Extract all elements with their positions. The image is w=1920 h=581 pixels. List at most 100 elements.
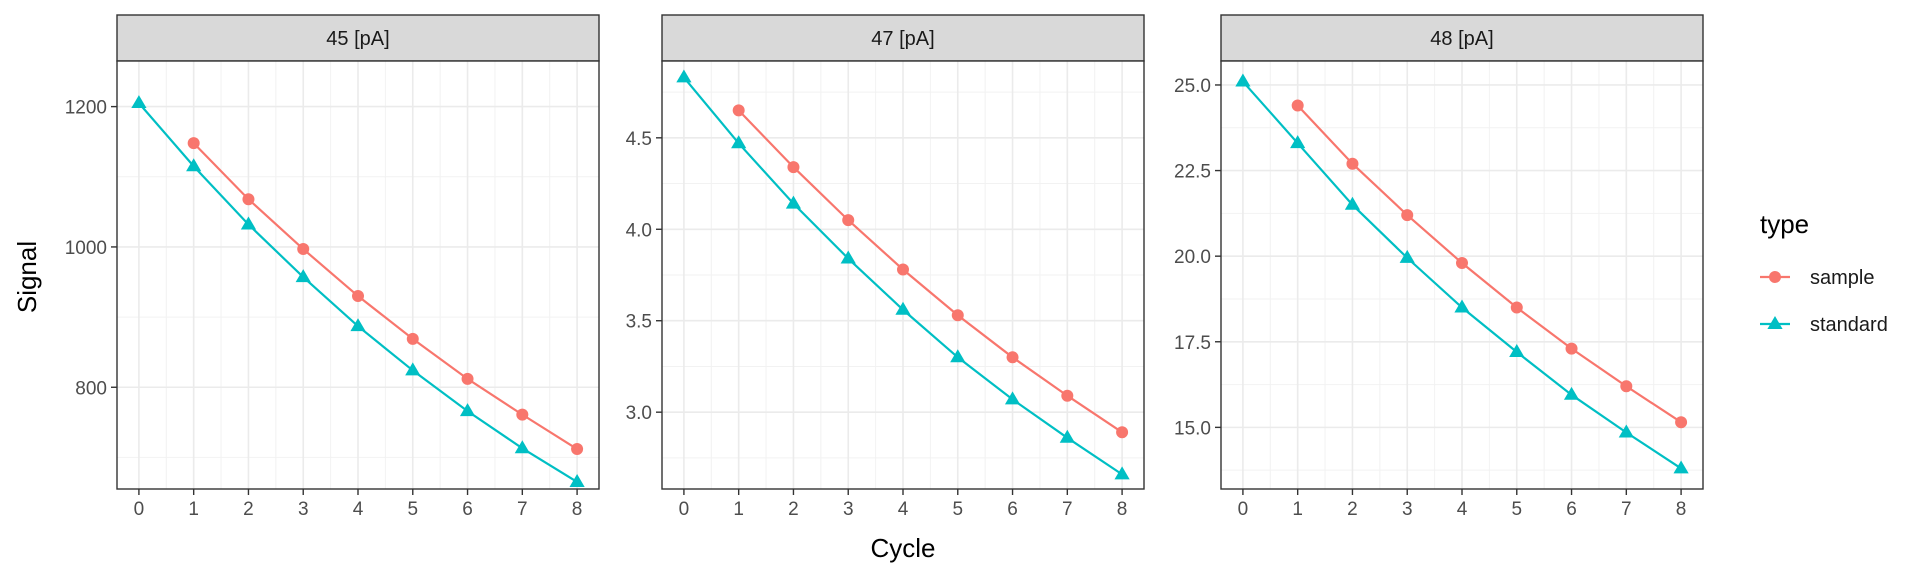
data-point-sample — [1061, 389, 1074, 402]
y-tick-label: 800 — [75, 378, 107, 399]
series-sample — [732, 104, 1129, 439]
data-point-standard — [1399, 249, 1415, 263]
x-tick-label: 2 — [1347, 499, 1358, 520]
legend-label: standard — [1810, 314, 1888, 336]
data-point-standard — [676, 69, 692, 83]
y-tick-label: 25.0 — [1174, 76, 1211, 97]
x-tick-label: 1 — [1292, 499, 1303, 520]
y-axis: 15.0 17.5 20.0 22.5 25.0 — [1174, 76, 1221, 439]
data-point-sample — [842, 214, 855, 227]
y-tick-label: 17.5 — [1174, 333, 1211, 354]
y-tick-label: 1200 — [65, 98, 107, 119]
x-tick-label: 1 — [188, 499, 199, 520]
data-point-standard — [840, 250, 856, 264]
facet-strip-label: 45 [pA] — [326, 28, 389, 50]
facet-strip — [661, 14, 1145, 62]
legend-entries: sample standard — [1760, 267, 1888, 336]
x-tick-label: 6 — [1007, 499, 1018, 520]
y-tick-label: 1000 — [65, 238, 107, 259]
x-tick-label: 3 — [298, 499, 309, 520]
series-sample — [1291, 99, 1688, 429]
data-point-standard — [131, 95, 147, 109]
data-point-standard — [1290, 135, 1306, 149]
y-tick-label: 22.5 — [1174, 162, 1211, 183]
x-tick-label: 4 — [1457, 499, 1468, 520]
panel-45-pa: 45 [pA] 0 1 2 3 4 5 6 7 8 800 1000 1200 — [65, 14, 600, 520]
series-line-sample — [192, 142, 578, 450]
series-line-sample — [737, 109, 1123, 434]
data-point-sample — [1291, 99, 1304, 112]
legend: type sample standard — [1760, 209, 1888, 336]
legend-key-marker — [1767, 316, 1783, 329]
data-point-standard — [1618, 424, 1634, 438]
data-point-sample — [1675, 416, 1688, 429]
data-point-sample — [732, 104, 745, 117]
legend-entry-sample: sample — [1760, 267, 1874, 289]
x-tick-label: 3 — [1402, 499, 1413, 520]
legend-title: type — [1760, 209, 1809, 239]
data-point-standard — [950, 349, 966, 363]
series-sample — [187, 137, 584, 456]
legend-entry-standard: standard — [1760, 314, 1888, 336]
data-point-sample — [1116, 426, 1129, 439]
data-point-standard — [569, 473, 585, 487]
gridlines — [662, 61, 1144, 489]
data-point-sample — [951, 309, 964, 322]
data-point-sample — [461, 372, 474, 385]
data-point-standard — [186, 158, 202, 172]
x-tick-label: 6 — [1566, 499, 1577, 520]
data-point-sample — [1565, 342, 1578, 355]
data-point-standard — [1673, 460, 1689, 474]
y-tick-label: 15.0 — [1174, 418, 1211, 439]
data-point-sample — [352, 290, 364, 303]
data-point-standard — [240, 216, 257, 230]
data-point-sample — [1401, 209, 1414, 222]
y-axis: 800 1000 1200 — [65, 98, 117, 399]
y-tick-label: 3.0 — [626, 403, 652, 424]
data-point-standard — [1509, 344, 1525, 357]
panel-48-pa: 48 [pA] 0 1 2 3 4 5 6 7 8 15.0 17.5 20.0 22.5 25.0 — [1174, 14, 1704, 520]
data-point-standard — [295, 269, 311, 283]
x-tick-label: 4 — [898, 499, 909, 520]
facet-strip-label: 47 [pA] — [871, 28, 934, 50]
data-point-sample — [897, 263, 909, 276]
x-tick-label: 5 — [1511, 499, 1522, 520]
data-point-standard — [1454, 299, 1470, 313]
x-tick-label: 0 — [679, 499, 690, 520]
x-tick-label: 5 — [407, 499, 418, 520]
y-tick-label: 3.5 — [626, 312, 652, 333]
series-standard — [676, 69, 1130, 480]
x-tick-label: 1 — [733, 499, 744, 520]
x-tick-label: 6 — [462, 499, 473, 520]
x-axis: 0 1 2 3 4 5 6 7 8 — [679, 489, 1128, 520]
x-tick-label: 8 — [572, 499, 583, 520]
legend-label: sample — [1810, 267, 1874, 289]
data-point-standard — [405, 362, 421, 376]
facet-strip-label: 48 [pA] — [1430, 28, 1493, 50]
x-tick-label: 0 — [1238, 499, 1249, 520]
data-point-standard — [1563, 386, 1580, 400]
y-tick-label: 20.0 — [1174, 247, 1211, 268]
x-tick-label: 8 — [1676, 499, 1687, 520]
series-standard — [1235, 73, 1689, 474]
data-point-standard — [1059, 429, 1075, 443]
data-point-sample — [406, 332, 419, 345]
data-point-standard — [514, 440, 530, 454]
data-point-sample — [1620, 380, 1633, 393]
x-axis: 0 1 2 3 4 5 6 7 8 — [1238, 489, 1687, 520]
x-tick-label: 8 — [1117, 499, 1128, 520]
y-axis-title: Signal — [12, 241, 42, 313]
data-point-sample — [187, 137, 200, 150]
y-tick-label: 4.0 — [626, 220, 652, 241]
data-point-sample — [242, 193, 255, 206]
data-point-sample — [1346, 157, 1359, 170]
x-tick-label: 7 — [1062, 499, 1073, 520]
data-point-sample — [571, 443, 584, 456]
facet-strip — [1220, 14, 1704, 62]
data-point-sample — [516, 408, 529, 421]
x-axis: 0 1 2 3 4 5 6 7 8 — [134, 489, 583, 520]
series-line-sample — [1296, 104, 1682, 424]
